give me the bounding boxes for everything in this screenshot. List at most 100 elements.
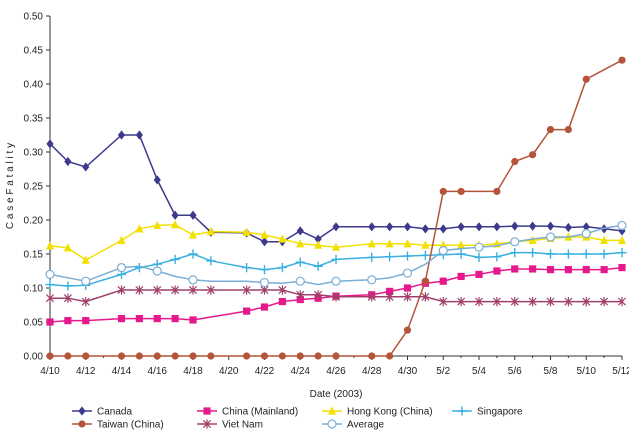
data-point [46,139,54,149]
legend-label: Viet Nam [222,420,263,431]
data-point [367,239,376,248]
data-point [82,317,90,325]
data-point [153,352,161,360]
data-point [117,352,126,360]
data-point [206,256,216,266]
legend-swatch-marker [327,419,337,429]
data-point [438,246,448,256]
legend-swatch-marker [327,406,337,415]
data-point [582,75,590,83]
data-point [82,352,90,360]
data-point [63,281,73,291]
data-point [259,277,270,288]
x-tick-label: 5/12 [612,366,629,377]
legend-label: Hong Kong (China) [347,407,433,418]
data-point [46,318,54,326]
data-point [278,298,286,306]
data-point [189,316,197,324]
data-point [171,220,180,229]
y-tick-label: 0.25 [24,182,44,193]
data-point [546,266,555,274]
data-point [171,285,180,295]
data-point [386,222,394,232]
data-point [385,239,394,248]
data-point [260,230,269,239]
data-point [421,292,430,302]
data-point [545,249,556,259]
y-tick-label: 0.40 [24,80,44,91]
x-tick-label: 4/16 [148,366,168,377]
data-point [81,276,91,286]
data-point [403,292,412,302]
series-line [50,289,622,303]
data-point [277,263,287,273]
data-point [529,151,537,159]
data-point [313,261,323,271]
data-point [421,277,429,285]
data-point [564,266,572,274]
data-point [493,187,501,196]
x-tick-label: 4/18 [183,366,203,377]
data-point [296,226,304,236]
data-point [546,297,555,307]
data-point [457,240,466,249]
data-point [600,297,609,307]
data-point [600,266,608,274]
y-tick-label: 0.15 [24,250,44,261]
data-point [618,56,626,64]
data-point [278,352,286,360]
data-point [457,272,465,281]
data-point [295,257,305,267]
data-point [116,263,127,273]
y-axis-title: C a s e F a t a l i t y [5,143,16,229]
y-tick-label: 0.05 [24,318,44,329]
series-average [45,220,627,288]
data-point [135,315,143,323]
data-point [529,221,537,231]
x-tick-label: 4/12 [76,366,96,377]
x-tick-label: 4/30 [398,366,418,377]
data-point [439,297,448,307]
data-point [420,250,430,260]
data-point [135,285,144,295]
data-point [64,317,72,325]
data-point [206,226,215,236]
data-point [63,243,72,252]
data-point [564,222,572,233]
data-point [582,297,591,307]
data-point [474,297,484,307]
data-point [528,297,537,307]
legend-entry: Viet Nam [197,419,263,431]
data-point [492,297,501,307]
legend-entry: Taiwan (China) [72,420,164,431]
data-point [259,265,270,275]
legend-swatch-marker [78,420,86,428]
data-point [153,220,162,230]
data-point [117,315,126,323]
data-point [385,292,394,302]
data-point [421,224,429,234]
data-point [528,235,537,244]
data-point [528,248,538,258]
data-point [296,295,304,304]
data-point [260,352,269,360]
data-point [260,237,269,247]
data-point [278,234,287,243]
data-point [402,268,413,278]
data-point [403,222,412,232]
data-point [81,297,90,307]
data-point [45,241,55,250]
data-point [135,352,143,360]
data-point [81,255,90,264]
data-point [564,125,572,134]
data-point [457,187,465,196]
data-point [582,266,590,274]
x-tick-label: 5/8 [544,366,558,377]
data-point [63,293,72,303]
data-point [564,297,573,307]
data-point [474,242,484,252]
legend-entry: Hong Kong (China) [322,406,433,418]
data-point [545,232,556,242]
data-point [618,264,626,272]
